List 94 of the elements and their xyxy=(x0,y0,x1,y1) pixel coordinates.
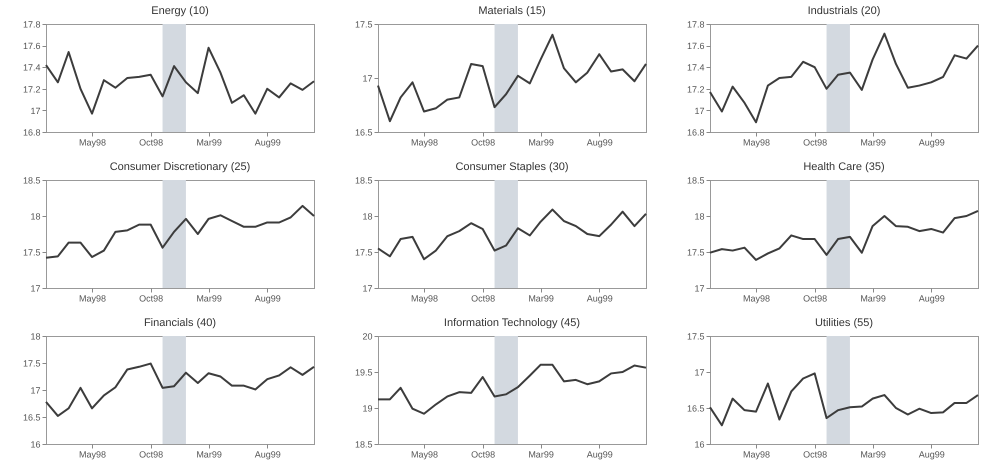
y-tick-label: 18.5 xyxy=(354,440,372,450)
x-tick-label: Oct98 xyxy=(139,450,164,460)
x-tick-label: Oct98 xyxy=(471,450,496,460)
x-tick-label: May98 xyxy=(411,450,438,460)
x-tick-label: Mar99 xyxy=(196,450,222,460)
y-tick-label: 17 xyxy=(694,284,704,294)
y-tick-label: 17.5 xyxy=(354,20,372,30)
y-tick-label: 19.5 xyxy=(354,368,372,378)
x-tick-label: Aug99 xyxy=(254,294,281,304)
y-tick-label: 17 xyxy=(30,284,40,294)
y-tick-label: 17 xyxy=(30,106,40,116)
y-tick-label: 17.8 xyxy=(686,20,704,30)
y-tick-label: 17 xyxy=(30,386,40,396)
chart-title: Industrials (20) xyxy=(808,5,880,17)
y-tick-label: 17.5 xyxy=(354,248,372,258)
y-tick-label: 16.5 xyxy=(354,128,372,138)
x-tick-label: Oct98 xyxy=(139,294,164,304)
x-tick-label: Mar99 xyxy=(196,138,222,148)
x-tick-label: May98 xyxy=(743,138,770,148)
y-tick-label: 16.5 xyxy=(22,412,40,422)
line-series xyxy=(377,34,647,122)
x-tick-label: Aug99 xyxy=(586,450,613,460)
x-tick-label: Aug99 xyxy=(918,138,945,148)
y-tick-label: 19 xyxy=(362,404,372,414)
y-tick-label: 18.5 xyxy=(22,176,40,186)
y-tick-label: 17 xyxy=(694,368,704,378)
x-tick-label: May98 xyxy=(79,138,106,148)
y-tick-label: 16.8 xyxy=(22,128,40,138)
line-series xyxy=(45,362,315,417)
y-tick-label: 17.2 xyxy=(22,84,40,94)
x-tick-label: Oct98 xyxy=(471,294,496,304)
y-tick-label: 17.6 xyxy=(686,41,704,52)
x-tick-label: Aug99 xyxy=(918,294,945,304)
y-tick-label: 17.5 xyxy=(22,248,40,258)
line-series xyxy=(45,46,315,115)
x-tick-label: May98 xyxy=(743,450,770,460)
chart-title: Energy (10) xyxy=(151,5,209,17)
y-tick-label: 17.2 xyxy=(686,84,704,94)
x-tick-label: Mar99 xyxy=(860,294,886,304)
x-tick-label: Oct98 xyxy=(803,450,828,460)
line-series xyxy=(709,210,979,261)
y-tick-label: 17.6 xyxy=(22,41,40,52)
y-tick-label: 17 xyxy=(362,284,372,294)
x-tick-label: Mar99 xyxy=(860,450,886,460)
x-tick-label: May98 xyxy=(79,294,106,304)
chart-title: Consumer Staples (30) xyxy=(455,161,569,173)
y-tick-label: 16 xyxy=(694,440,704,450)
chart-title: Consumer Discretionary (25) xyxy=(110,161,250,173)
x-tick-label: May98 xyxy=(411,138,438,148)
y-tick-label: 18 xyxy=(30,212,40,222)
chart-title: Materials (15) xyxy=(478,5,546,17)
y-tick-label: 17.5 xyxy=(22,358,40,368)
line-series xyxy=(377,208,647,260)
y-tick-label: 18.5 xyxy=(354,176,372,186)
chart-title: Health Care (35) xyxy=(803,161,885,173)
line-series xyxy=(709,32,979,124)
chart-title: Information Technology (45) xyxy=(444,317,580,329)
x-tick-label: Oct98 xyxy=(139,138,164,148)
x-tick-label: Oct98 xyxy=(803,138,828,148)
x-tick-label: Aug99 xyxy=(918,450,945,460)
y-tick-label: 17.8 xyxy=(22,20,40,30)
line-series xyxy=(45,204,315,259)
y-tick-label: 18 xyxy=(30,332,40,342)
y-tick-label: 17 xyxy=(362,74,372,84)
x-tick-label: Aug99 xyxy=(254,138,281,148)
x-tick-label: Aug99 xyxy=(254,450,281,460)
x-tick-label: Mar99 xyxy=(528,450,554,460)
y-tick-label: 16.5 xyxy=(686,404,704,414)
x-tick-label: Oct98 xyxy=(803,294,828,304)
x-tick-label: Mar99 xyxy=(528,138,554,148)
y-tick-label: 16 xyxy=(30,440,40,450)
y-tick-label: 17 xyxy=(694,106,704,116)
x-tick-label: Mar99 xyxy=(196,294,222,304)
x-tick-label: Mar99 xyxy=(528,294,554,304)
y-tick-label: 17.5 xyxy=(686,332,704,342)
x-tick-label: May98 xyxy=(79,450,106,460)
y-tick-label: 18 xyxy=(362,212,372,222)
y-tick-label: 18 xyxy=(694,212,704,222)
chart-title: Financials (40) xyxy=(144,317,216,329)
y-tick-label: 18.5 xyxy=(686,176,704,186)
x-tick-label: May98 xyxy=(411,294,438,304)
y-tick-label: 17.5 xyxy=(686,248,704,258)
y-tick-label: 17.4 xyxy=(22,62,40,73)
x-tick-label: Mar99 xyxy=(860,138,886,148)
x-tick-label: Oct98 xyxy=(471,138,496,148)
line-series xyxy=(377,364,647,415)
y-tick-label: 16.8 xyxy=(686,128,704,138)
x-tick-label: May98 xyxy=(743,294,770,304)
y-tick-label: 17.4 xyxy=(686,62,704,73)
chart-title: Utilities (55) xyxy=(814,317,874,329)
x-tick-label: Aug99 xyxy=(586,294,613,304)
x-tick-label: Aug99 xyxy=(586,138,613,148)
y-tick-label: 20 xyxy=(362,332,372,342)
line-series xyxy=(709,372,979,426)
